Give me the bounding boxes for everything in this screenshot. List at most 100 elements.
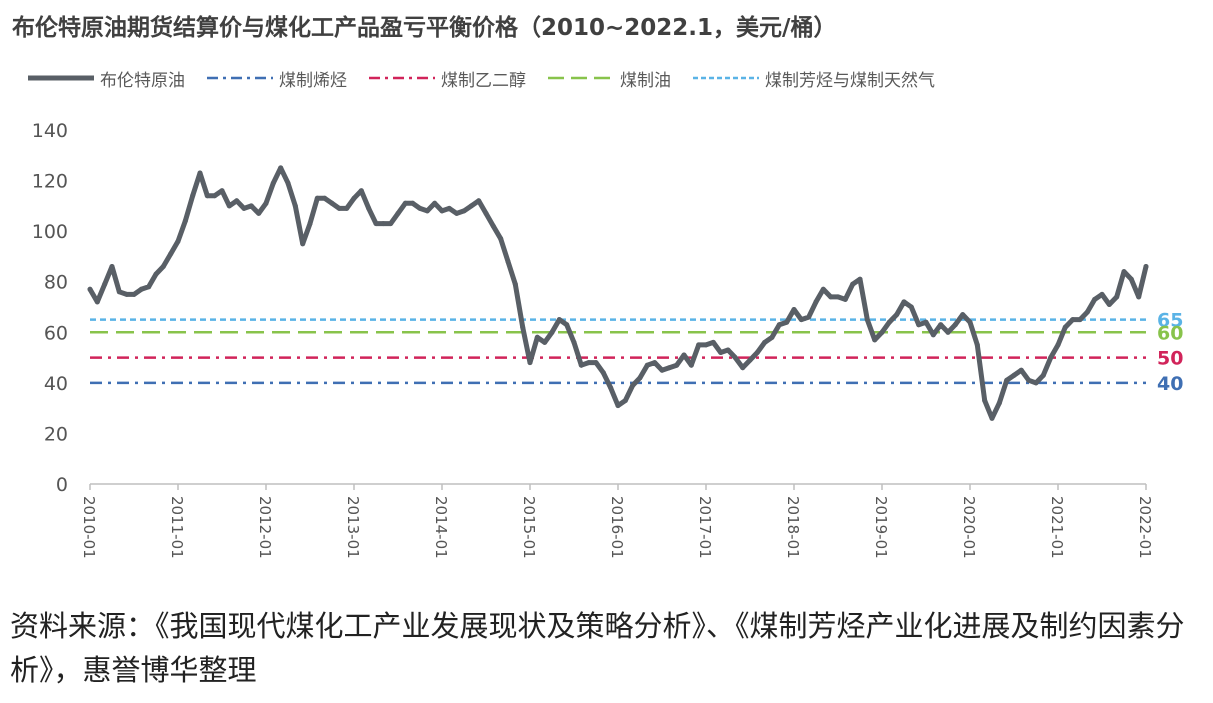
x-tick-label: 2012-01: [256, 496, 274, 559]
legend-swatch-glycol: [369, 76, 435, 80]
brent-data-point: [1040, 372, 1046, 378]
reference-value-label: 60: [1157, 322, 1183, 344]
chart-legend: 布伦特原油 煤制烯烃 煤制乙二醇 煤制油 煤制芳烃与煤制天然气: [28, 64, 957, 92]
brent-data-point: [94, 299, 100, 305]
reference-value-label: 65: [1157, 310, 1183, 332]
brent-data-point: [160, 264, 166, 269]
brent-data-point: [974, 342, 980, 348]
brent-data-point: [710, 339, 716, 345]
brent-data-point: [292, 203, 298, 209]
brent-data-point: [666, 365, 672, 371]
brent-data-point: [1018, 367, 1024, 373]
brent-data-point: [366, 205, 372, 211]
brent-series: [87, 165, 1149, 421]
brent-data-point: [520, 324, 526, 330]
brent-data-point: [556, 317, 562, 323]
brent-data-point: [314, 195, 320, 201]
x-tick-label: 2010-01: [80, 496, 98, 559]
brent-data-point: [1092, 296, 1098, 302]
brent-data-point: [182, 218, 188, 224]
legend-label-brent: 布伦特原油: [100, 70, 185, 91]
brent-data-point: [476, 198, 482, 204]
brent-data-point: [1121, 269, 1127, 275]
x-tick-label: 2017-01: [696, 496, 714, 559]
brent-data-point: [212, 193, 218, 199]
brent-data-point: [461, 208, 467, 214]
brent-data-point: [168, 251, 174, 257]
brent-data-point: [1099, 291, 1105, 297]
x-tick-label: 2021-01: [1048, 496, 1066, 559]
brent-data-point: [395, 210, 401, 216]
brent-data-point: [1026, 377, 1032, 383]
brent-data-point: [857, 276, 863, 282]
brent-data-point: [549, 329, 555, 335]
x-tick-label: 2014-01: [432, 496, 450, 559]
brent-data-point: [894, 312, 900, 318]
brent-data-point: [703, 342, 709, 348]
brent-data-point: [241, 205, 247, 211]
legend-item-brent: 布伦特原油: [28, 66, 185, 91]
brent-data-point: [967, 319, 973, 325]
legend-label-olefins: 煤制烯烃: [279, 70, 347, 91]
brent-data-point: [226, 203, 232, 209]
brent-data-point: [593, 360, 599, 366]
brent-data-point: [615, 403, 621, 409]
legend-label-aromatics-gas: 煤制芳烃与煤制天然气: [765, 70, 935, 91]
x-tick-label: 2020-01: [960, 496, 978, 559]
brent-data-point: [534, 334, 540, 340]
brent-data-point: [842, 296, 848, 302]
brent-data-point: [285, 180, 291, 186]
y-tick-label: 100: [32, 221, 68, 243]
x-tick-label: 2015-01: [520, 496, 538, 559]
brent-data-point: [1106, 302, 1112, 307]
brent-data-point: [725, 347, 731, 353]
brent-data-point: [468, 203, 474, 209]
brent-data-point: [373, 221, 379, 227]
brent-data-point: [175, 238, 181, 244]
brent-data-point: [322, 195, 328, 201]
brent-data-point: [930, 332, 936, 338]
brent-data-point: [505, 259, 511, 264]
reference-lines: [90, 318, 1146, 385]
brent-data-point: [762, 339, 768, 345]
legend-swatch-aromatics-gas: [693, 76, 759, 80]
brent-data-point: [432, 200, 438, 206]
brent-data-point: [923, 319, 929, 325]
brent-data-point: [454, 210, 460, 216]
brent-price-line: [87, 165, 1149, 421]
reference-value-label: 50: [1157, 348, 1183, 370]
brent-data-point: [197, 170, 203, 176]
brent-data-point: [828, 294, 834, 300]
brent-data-point: [586, 360, 592, 366]
brent-data-point: [219, 188, 225, 194]
brent-data-point: [718, 350, 724, 355]
source-note: 资料来源：《我国现代煤化工产业发展现状及策略分析》、《煤制芳烃产业化进展及制约因…: [10, 609, 1185, 687]
brent-data-point: [1048, 355, 1054, 361]
brent-data-point: [439, 208, 445, 214]
brent-data-point: [791, 307, 797, 312]
brent-data-point: [1143, 264, 1149, 269]
brent-data-point: [681, 352, 687, 358]
brent-data-point: [263, 200, 269, 206]
legend-item-coal-oil: 煤制油: [548, 66, 671, 91]
x-tick-label: 2022-01: [1136, 496, 1154, 559]
legend-item-aromatics-gas: 煤制芳烃与煤制天然气: [693, 66, 935, 91]
brent-data-point: [1011, 372, 1017, 378]
brent-data-point: [234, 198, 240, 204]
brent-data-point: [87, 286, 93, 292]
brent-data-point: [527, 360, 533, 366]
brent-data-point: [652, 360, 658, 366]
brent-data-point: [806, 314, 812, 320]
brent-data-point: [344, 205, 350, 211]
brent-data-point: [820, 286, 826, 292]
brent-data-point: [696, 342, 702, 348]
brent-data-point: [1128, 276, 1134, 282]
brent-data-point: [402, 200, 408, 206]
x-tick-label: 2018-01: [784, 496, 802, 559]
brent-data-point: [336, 205, 342, 211]
brent-data-point: [131, 291, 137, 297]
brent-data-point: [351, 195, 357, 201]
brent-data-point: [358, 188, 364, 194]
brent-data-point: [754, 350, 760, 355]
